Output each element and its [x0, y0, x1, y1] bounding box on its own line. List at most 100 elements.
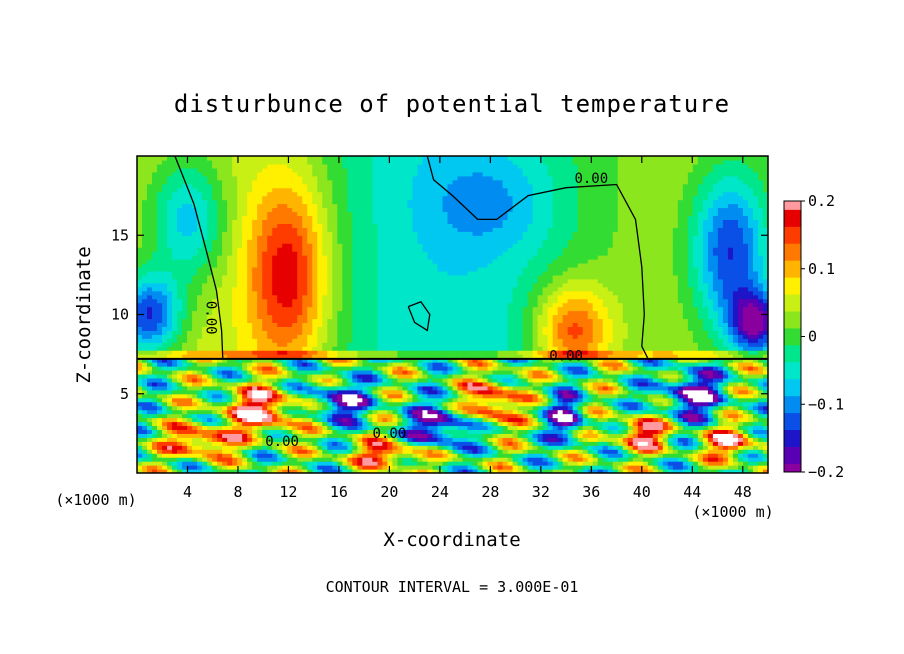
heatmap-cell [177, 219, 183, 224]
heatmap-cell [272, 223, 278, 228]
heatmap-cell [167, 405, 173, 411]
heatmap-cell [187, 405, 193, 411]
heatmap-cell [407, 381, 414, 387]
heatmap-cell [162, 397, 168, 403]
heatmap-cell [412, 302, 419, 308]
heatmap-cell [207, 441, 213, 446]
heatmap-cell [277, 163, 283, 169]
heatmap-cell [437, 338, 444, 343]
heatmap-cell [377, 405, 383, 411]
heatmap-cell [267, 207, 273, 213]
heatmap-cell [437, 326, 444, 331]
heatmap-cell [422, 183, 429, 189]
heatmap-cell [327, 417, 333, 423]
heatmap-cell [192, 223, 198, 228]
heatmap-cell [257, 227, 263, 232]
heatmap-cell [442, 330, 449, 335]
heatmap-cell [197, 163, 203, 169]
heatmap-cell [232, 445, 238, 450]
heatmap-cell [252, 195, 258, 201]
heatmap-cell [202, 239, 208, 244]
heatmap-cell [267, 199, 273, 205]
heatmap-cell [352, 465, 358, 470]
heatmap-cell [417, 270, 424, 276]
heatmap-cell [147, 259, 153, 264]
heatmap-cell [302, 381, 308, 387]
heatmap-cell [187, 334, 193, 339]
heatmap-cell [187, 223, 193, 228]
heatmap-cell [267, 191, 273, 197]
heatmap-cell [217, 397, 223, 403]
heatmap-cell [342, 369, 348, 375]
heatmap-cell [312, 199, 318, 205]
heatmap-cell [412, 453, 419, 458]
heatmap-cell [322, 397, 328, 403]
heatmap-cell [337, 453, 343, 458]
heatmap-cell [212, 266, 218, 272]
heatmap-cell [292, 362, 298, 367]
heatmap-cell [197, 187, 203, 193]
heatmap-cell [417, 171, 424, 177]
heatmap-cell [237, 389, 243, 395]
heatmap-cell [292, 350, 298, 355]
heatmap-cell [222, 199, 228, 205]
heatmap-cell [317, 259, 323, 264]
heatmap-cell [262, 338, 268, 343]
heatmap-cell [197, 306, 203, 312]
heatmap-cell [197, 366, 203, 371]
heatmap-cell [437, 195, 444, 201]
heatmap-cell [432, 231, 439, 236]
heatmap-cell [337, 211, 343, 217]
heatmap-cell [297, 457, 303, 462]
heatmap-cell [162, 326, 168, 331]
heatmap-cell [212, 441, 218, 446]
heatmap-cell [272, 215, 278, 220]
heatmap-cell [237, 397, 243, 403]
heatmap-cell [307, 441, 313, 446]
heatmap-cell [287, 223, 293, 228]
heatmap-cell [437, 401, 444, 407]
heatmap-cell [157, 354, 163, 359]
heatmap-cell [327, 445, 333, 450]
heatmap-cell [282, 381, 288, 387]
heatmap-cell [262, 373, 268, 379]
heatmap-cell [362, 231, 368, 236]
heatmap-cell [407, 195, 414, 201]
heatmap-cell [202, 330, 208, 335]
heatmap-cell [367, 453, 373, 458]
heatmap-cell [277, 310, 283, 316]
heatmap-cell [437, 187, 444, 193]
heatmap-cell [217, 393, 223, 399]
heatmap-cell [427, 278, 434, 284]
heatmap-cell [422, 175, 429, 181]
heatmap-cell [262, 282, 268, 288]
heatmap-cell [207, 322, 213, 327]
heatmap-cell [157, 278, 163, 284]
heatmap-cell [417, 187, 424, 193]
heatmap-cell [332, 354, 338, 359]
heatmap-cell [367, 290, 373, 296]
heatmap-cell [232, 159, 238, 165]
heatmap-cell [237, 310, 243, 316]
heatmap-cell [217, 326, 223, 331]
heatmap-cell [422, 298, 429, 304]
heatmap-cell [442, 310, 449, 316]
heatmap-cell [372, 183, 378, 189]
heatmap-cell [362, 175, 368, 181]
heatmap-cell [347, 211, 353, 217]
heatmap-cell [382, 425, 388, 431]
heatmap-cell [197, 350, 203, 355]
heatmap-cell [197, 385, 203, 391]
heatmap-cell [332, 358, 338, 363]
heatmap-cell [427, 286, 434, 292]
heatmap-cell [257, 338, 263, 343]
heatmap-cell [312, 227, 318, 232]
heatmap-cell [237, 270, 243, 276]
heatmap-cell [217, 159, 223, 165]
heatmap-cell [387, 401, 394, 407]
heatmap-cell [222, 171, 228, 177]
heatmap-cell [437, 334, 444, 339]
heatmap-cell [347, 453, 353, 458]
heatmap-cell [332, 366, 338, 371]
heatmap-cell [167, 342, 173, 347]
